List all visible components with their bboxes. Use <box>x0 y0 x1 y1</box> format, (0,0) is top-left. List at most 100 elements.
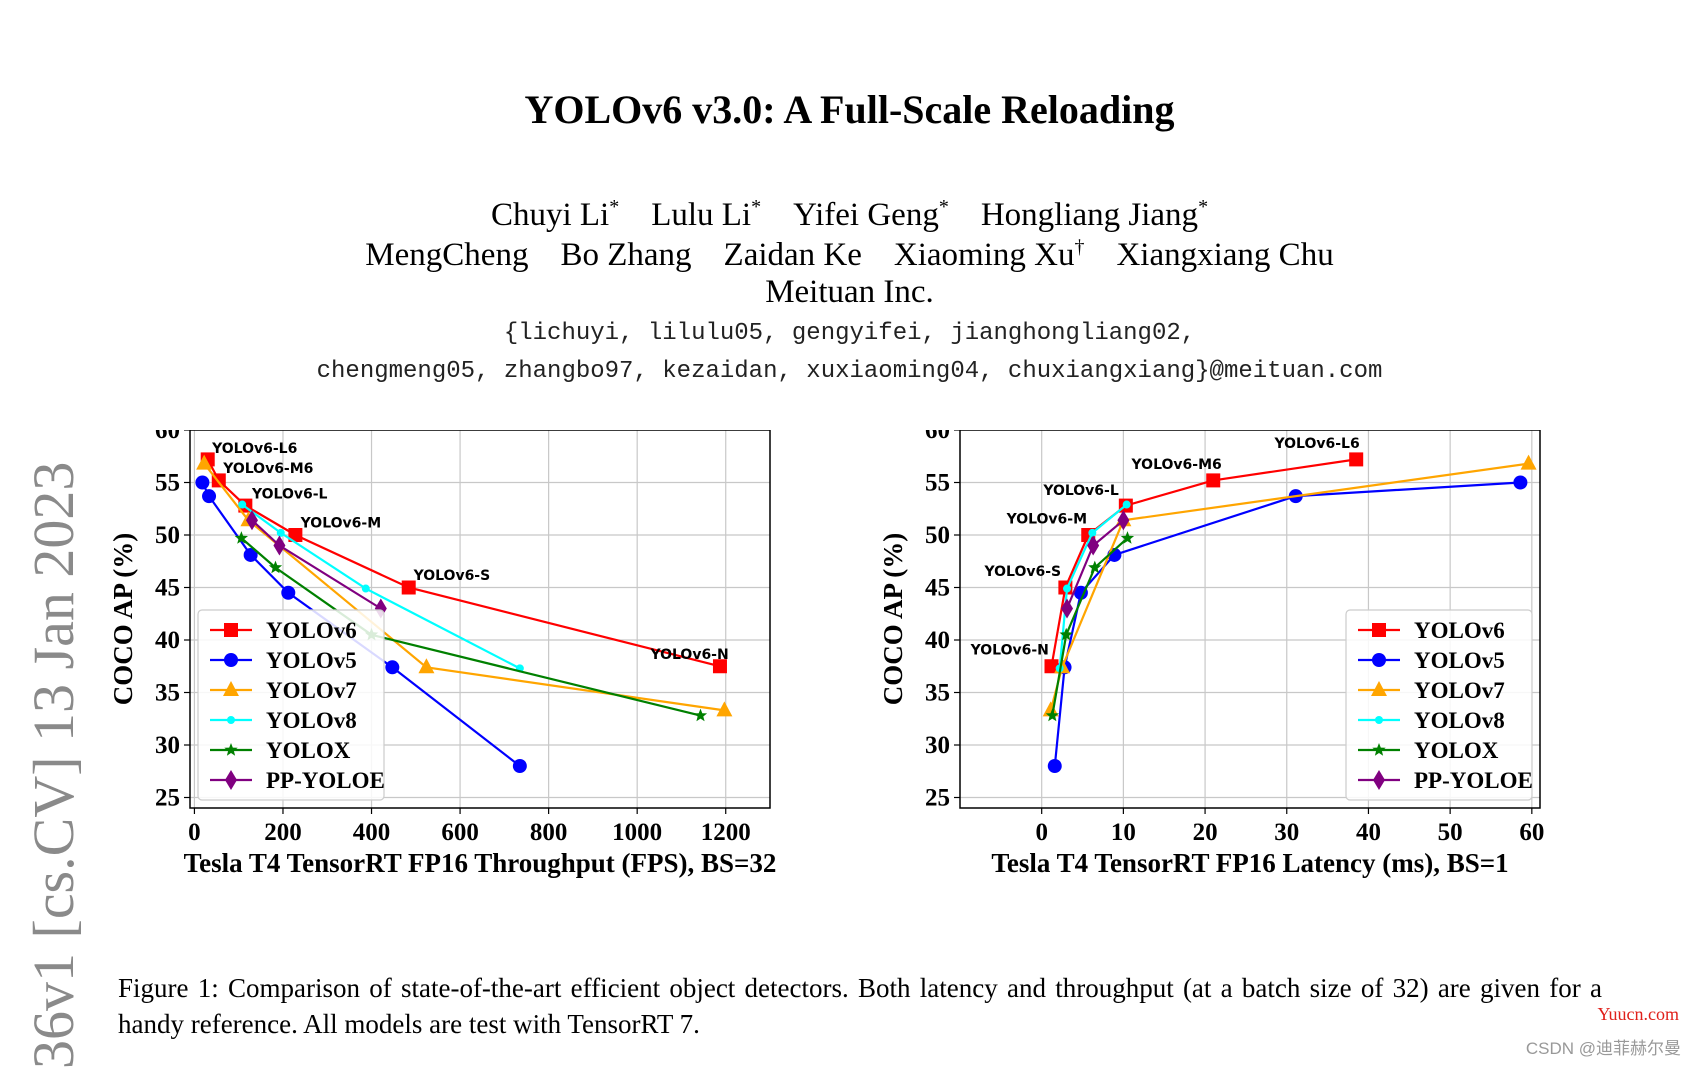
data-point <box>234 531 248 544</box>
data-point <box>1044 659 1059 674</box>
series-line <box>241 503 521 670</box>
x-tick-label: 1200 <box>701 819 751 846</box>
email-line-1: {lichuyi, lilulu05, gengyifei, jianghong… <box>503 320 1196 347</box>
data-point <box>195 475 210 490</box>
author-name: Hongliang Jiang* <box>980 196 1209 233</box>
y-tick-label: 25 <box>925 785 950 812</box>
author-name: Lulu Li* <box>651 196 762 233</box>
throughput-chart: 0 200 400 600 800 1000 1200 25 30 35 40 45 50 55 60 Tes… <box>108 430 777 878</box>
data-point <box>1063 584 1072 593</box>
legend-label: PP-YOLOE <box>266 768 385 793</box>
x-axis-label: Tesla T4 TensorRT FP16 Throughput (FPS),… <box>184 848 777 878</box>
latency-chart: 0 10 20 30 40 50 60 25 30 35 40 45 50 55 60 Tesla T4 Te… <box>878 430 1544 878</box>
x-tick-label: 40 <box>1356 819 1381 846</box>
legend-marker <box>225 770 237 790</box>
data-point <box>361 584 370 593</box>
legend-marker <box>224 653 238 667</box>
series-yolov5 <box>195 475 527 773</box>
author-name: Chuyi Li* <box>490 196 620 233</box>
data-point <box>268 560 283 574</box>
data-point <box>1520 454 1537 470</box>
legend-marker <box>1372 623 1386 637</box>
data-point <box>712 659 727 674</box>
legend-label: YOLOX <box>1414 738 1499 763</box>
point-annotation: YOLOv6-L <box>251 486 328 502</box>
legend-label: PP-YOLOE <box>1414 768 1533 793</box>
legend-marker <box>1375 716 1383 724</box>
legend-box <box>1345 609 1533 801</box>
email-line-2: chengmeng05, zhangbo97, kezaidan, xuxiao… <box>316 358 1383 385</box>
y-tick-label: 30 <box>925 732 950 759</box>
x-tick-label: 50 <box>1438 819 1463 846</box>
y-axis-label: COCO AP (%) <box>108 533 138 706</box>
series-yolox <box>1045 531 1135 722</box>
author-line-1: Chuyi Li* Lulu Li* Yifei Geng* Hongliang Ji… <box>0 196 1699 234</box>
data-point <box>693 708 708 722</box>
point-annotation: YOLOv6-M6 <box>222 461 313 477</box>
legend-marker <box>1373 770 1385 790</box>
data-point <box>281 585 296 600</box>
author-name: Xiaoming Xu† <box>893 236 1085 273</box>
legend-label: YOLOv5 <box>266 648 357 673</box>
y-tick-label: 60 <box>925 430 950 444</box>
point-annotation: YOLOv6-L6 <box>211 441 297 457</box>
data-point <box>1122 500 1131 509</box>
legend-label: YOLOv7 <box>1414 678 1505 703</box>
data-point <box>1088 528 1097 537</box>
data-point <box>1087 535 1100 556</box>
legend-marker <box>223 681 239 696</box>
data-point <box>716 701 733 717</box>
legend-marker <box>1372 743 1386 756</box>
data-point <box>1045 708 1059 722</box>
y-tick-label: 40 <box>155 627 180 654</box>
point-annotation: YOLOv6-N <box>970 643 1049 659</box>
series-pp-yoloe <box>1061 510 1130 619</box>
data-point <box>1059 627 1073 641</box>
point-annotation: YOLOv6-N <box>649 647 728 663</box>
data-point <box>243 547 258 562</box>
data-point <box>1088 560 1102 574</box>
series-pp-yoloe <box>245 510 387 619</box>
x-tick-label: 60 <box>1519 819 1544 846</box>
data-point <box>1061 598 1074 619</box>
author-mark: * <box>751 196 762 218</box>
data-point <box>512 759 527 773</box>
figure-caption: Figure 1: Comparison of state-of-the-art… <box>118 973 1602 1039</box>
y-tick-label: 55 <box>925 470 950 497</box>
y-tick-label: 50 <box>155 522 180 549</box>
data-point <box>196 454 213 470</box>
y-tick-label: 45 <box>925 575 950 602</box>
author-name: MengCheng <box>365 237 529 273</box>
author-name: Xiangxiang Chu <box>1116 237 1334 273</box>
x-tick-label: 400 <box>353 819 391 846</box>
plot-frame <box>189 430 771 809</box>
data-point <box>1042 701 1059 717</box>
data-point <box>401 580 416 595</box>
author-name: Bo Zhang <box>560 237 692 273</box>
watermark-site: Yuucn.com <box>1597 1004 1679 1024</box>
series-line <box>240 537 701 717</box>
point-annotation: YOLOv6-M6 <box>1131 457 1222 473</box>
data-point <box>276 528 285 537</box>
author-mark: * <box>938 196 949 218</box>
data-point <box>288 528 303 542</box>
y-tick-label: 55 <box>155 470 180 497</box>
legend-marker <box>1371 681 1387 696</box>
point-annotation: YOLOv6-L6 <box>1274 436 1360 452</box>
legend-label: YOLOv6 <box>1414 618 1505 643</box>
legend-label: YOLOv6 <box>266 618 357 643</box>
affiliation: Meituan Inc. <box>765 274 934 310</box>
y-axis-label: COCO AP (%) <box>878 533 908 706</box>
y-tick-label: 35 <box>925 680 950 707</box>
x-tick-label: 10 <box>1111 819 1136 846</box>
data-point <box>1206 473 1221 488</box>
legend-marker <box>224 623 238 637</box>
data-point <box>238 500 247 509</box>
paper-title: YOLOv6 v3.0: A Full-Scale Reloading <box>524 87 1175 132</box>
plot-frame <box>959 430 1541 809</box>
point-annotation: YOLOv6-S <box>413 568 491 584</box>
legend-label: YOLOX <box>266 738 351 763</box>
author-line-2: MengCheng Bo Zhang Zaidan Ke Xiaoming Xu† Xi… <box>0 236 1699 274</box>
series-line <box>203 462 725 712</box>
author-name: Yifei Geng* <box>793 196 949 233</box>
